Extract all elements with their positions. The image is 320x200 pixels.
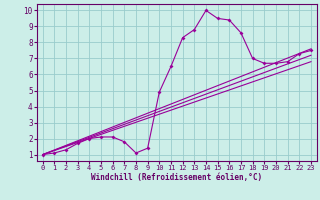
X-axis label: Windchill (Refroidissement éolien,°C): Windchill (Refroidissement éolien,°C): [91, 173, 262, 182]
